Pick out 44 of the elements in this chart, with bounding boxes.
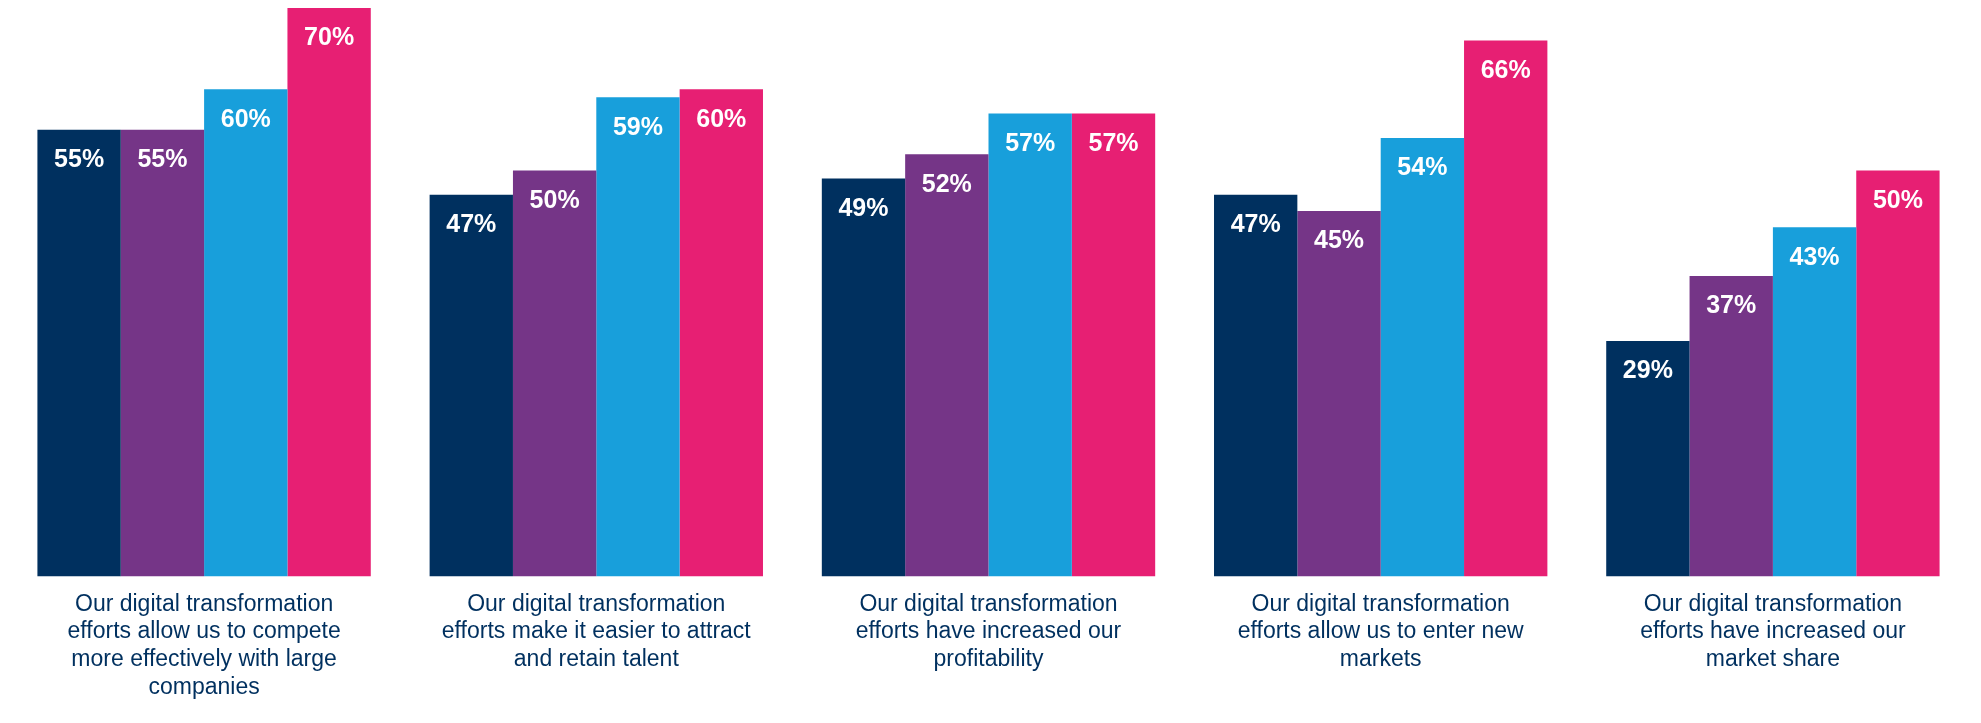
data-label: 54%: [1397, 152, 1448, 181]
bar: [1071, 113, 1156, 577]
data-label: 43%: [1789, 241, 1840, 270]
data-label: 57%: [1088, 127, 1139, 156]
data-label: 50%: [529, 184, 580, 213]
data-label: 50%: [1872, 184, 1923, 213]
data-label: 60%: [220, 103, 271, 132]
data-label: 66%: [1480, 54, 1531, 83]
bar: [988, 113, 1072, 577]
x-tick-label: Our digital transformation efforts make it easier to attract and retain talent: [441, 589, 752, 671]
data-label: 59%: [612, 111, 663, 140]
x-tick-label: Our digital transformation efforts have increased our market share: [1640, 589, 1906, 671]
bar: [1214, 194, 1298, 577]
bar: [1772, 227, 1857, 577]
data-label: 47%: [1230, 209, 1281, 238]
bar: [1606, 341, 1690, 577]
data-label: 37%: [1706, 290, 1757, 319]
bar: [287, 8, 371, 577]
data-label: 57%: [1005, 127, 1056, 156]
data-label: 52%: [921, 168, 972, 197]
data-label: 45%: [1314, 225, 1365, 254]
data-label: 60%: [696, 103, 747, 132]
bar: [120, 129, 205, 577]
bar: [821, 178, 906, 577]
data-label: 70%: [304, 22, 355, 51]
x-tick-label: Our digital transformation efforts allow us to compete more effectively with large companies: [67, 589, 341, 699]
bar: [1689, 276, 1773, 577]
data-label: 55%: [54, 144, 105, 173]
bar: [596, 97, 680, 577]
bar: [1464, 40, 1548, 577]
bar: [204, 89, 288, 577]
bar: [37, 129, 121, 577]
bar: [512, 170, 597, 577]
data-label: 49%: [838, 192, 889, 221]
bar: [905, 154, 989, 577]
data-label: 29%: [1622, 355, 1673, 384]
x-tick-label: Our digital transformation efforts have increased our profitability: [855, 589, 1122, 671]
bar: [429, 194, 513, 577]
bar: [1380, 137, 1465, 577]
x-tick-label: Our digital transformation efforts allow us to enter new markets: [1237, 589, 1525, 671]
bar: [1297, 211, 1381, 577]
bar: [679, 89, 763, 577]
data-label: 55%: [137, 144, 188, 173]
data-label: 47%: [446, 209, 497, 238]
